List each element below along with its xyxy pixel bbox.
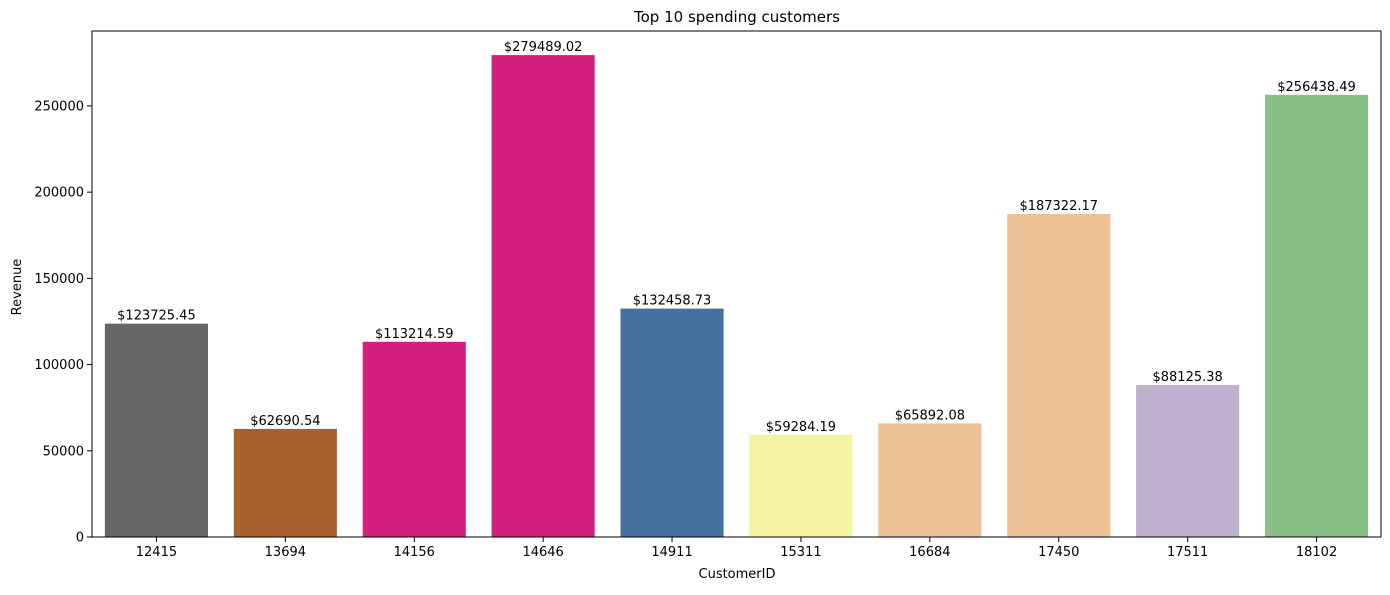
bar-labels-layer: $123725.45 $62690.54 $113214.59 $279489.02 $… xyxy=(117,40,1356,435)
x-axis: 12415 13694 14156 14646 14911 15311 16684 17450… xyxy=(136,537,1337,560)
x-tick-label-17450: 17450 xyxy=(1038,545,1079,560)
bar-14156 xyxy=(362,341,466,537)
bar-value-label-14911: $132458.73 xyxy=(633,294,712,309)
y-tick-label-150000: 150000 xyxy=(34,272,84,287)
bar-value-label-16684: $65892.08 xyxy=(895,408,965,423)
bar-value-label-15311: $59284.19 xyxy=(766,420,836,435)
bar-value-label-12415: $123725.45 xyxy=(117,309,196,324)
bar-17511 xyxy=(1136,385,1240,537)
bar-13694 xyxy=(233,428,337,537)
x-tick-label-13694: 13694 xyxy=(265,545,306,560)
x-tick-label-14156: 14156 xyxy=(394,545,435,560)
y-tick-label-100000: 100000 xyxy=(34,358,84,373)
bar-17450 xyxy=(1007,214,1111,538)
bar-16684 xyxy=(878,423,982,537)
y-tick-label-250000: 250000 xyxy=(34,99,84,114)
x-tick-label-15311: 15311 xyxy=(780,545,821,560)
x-tick-label-12415: 12415 xyxy=(136,545,177,560)
bar-value-label-14156: $113214.59 xyxy=(375,327,454,342)
x-axis-title: CustomerID xyxy=(699,567,776,582)
x-tick-label-18102: 18102 xyxy=(1296,545,1337,560)
plot-frame xyxy=(91,30,1382,538)
chart-title: Top 10 spending customers xyxy=(633,8,840,26)
x-tick-label-14646: 14646 xyxy=(522,545,563,560)
bar-18102 xyxy=(1264,94,1369,538)
x-tick-label-16684: 16684 xyxy=(909,545,950,560)
x-tick-label-14911: 14911 xyxy=(651,545,692,560)
bar-15311 xyxy=(749,434,853,537)
y-tick-label-0: 0 xyxy=(76,531,84,546)
bar-value-label-13694: $62690.54 xyxy=(250,414,320,429)
bars-layer xyxy=(104,55,1369,538)
bar-value-label-17511: $88125.38 xyxy=(1152,370,1222,385)
y-axis: 0 50000 100000 150000 200000 250000 xyxy=(34,99,92,546)
x-tick-label-17511: 17511 xyxy=(1167,545,1208,560)
bar-14646 xyxy=(491,55,595,538)
y-axis-title: Revenue xyxy=(10,259,25,316)
bar-value-label-14646: $279489.02 xyxy=(504,40,583,55)
bar-value-label-17450: $187322.17 xyxy=(1019,199,1098,214)
y-tick-label-200000: 200000 xyxy=(34,186,84,201)
bar-value-label-18102: $256438.49 xyxy=(1277,80,1356,95)
bar-14911 xyxy=(620,308,724,537)
bar-12415 xyxy=(104,323,209,537)
y-tick-label-50000: 50000 xyxy=(43,444,84,459)
